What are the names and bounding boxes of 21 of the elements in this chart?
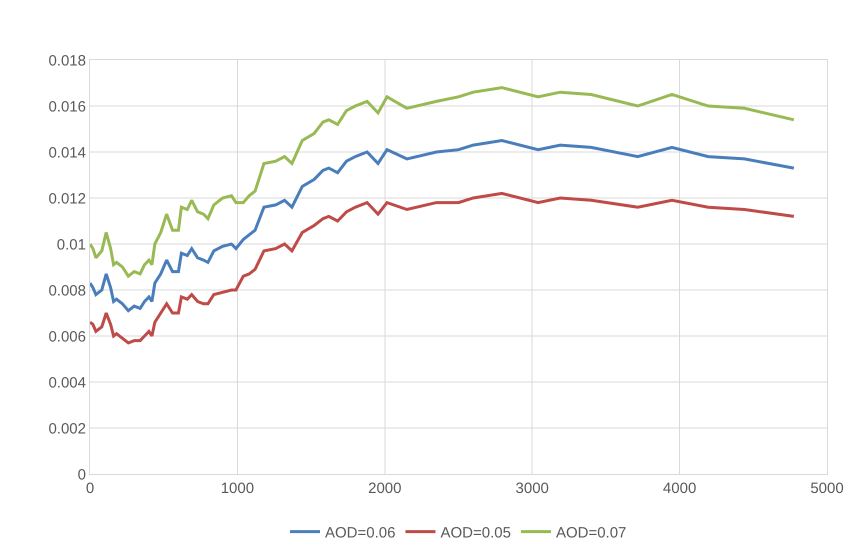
x-tick-label: 2000 — [368, 480, 402, 497]
y-tick-label: 0.006 — [48, 328, 86, 346]
y-tick-label: 0 — [78, 466, 86, 484]
y-tick-label: 0.014 — [48, 144, 86, 162]
legend-label: AOD=0.06 — [325, 524, 396, 542]
y-tick-label: 0.012 — [48, 190, 86, 208]
x-tick-label: 1000 — [220, 480, 254, 497]
y-tick-label: 0.008 — [48, 282, 86, 300]
x-tick-label: 5000 — [810, 480, 844, 497]
x-tick-label: 4000 — [662, 480, 696, 497]
line-series — [90, 192, 796, 344]
line-series — [90, 86, 796, 278]
y-tick-label: 0.002 — [48, 420, 86, 438]
legend-label: AOD=0.07 — [556, 524, 626, 542]
y-tick-label: 0.01 — [56, 236, 86, 254]
line-series — [90, 139, 796, 312]
y-tick-label: 0.018 — [48, 52, 86, 70]
x-tick-label: 3000 — [516, 480, 549, 497]
y-tick-label: 0.004 — [48, 374, 86, 392]
y-tick-label: 0.016 — [48, 98, 86, 116]
legend-label: AOD=0.05 — [440, 524, 511, 542]
